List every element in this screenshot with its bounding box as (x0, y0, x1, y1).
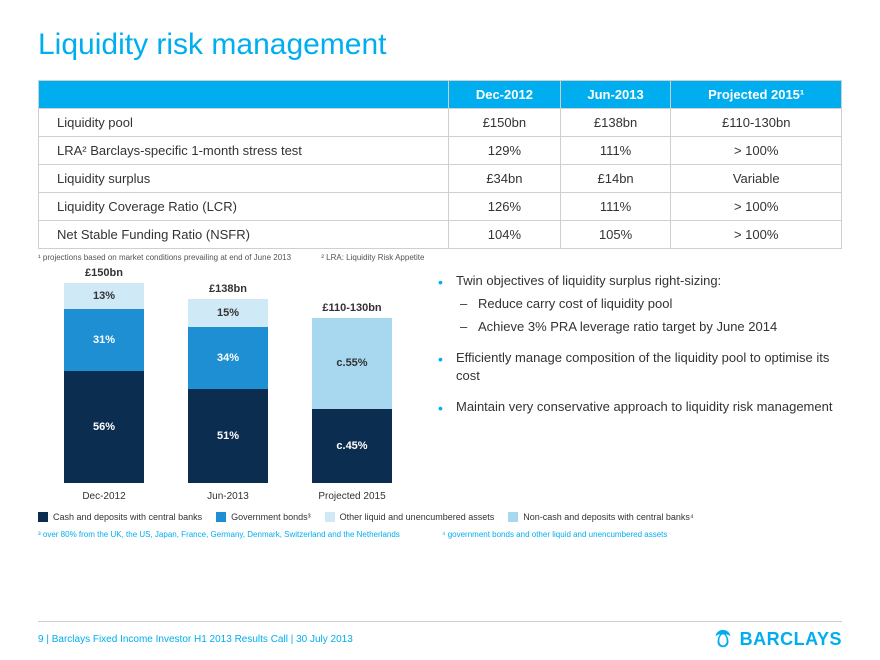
table-body: Liquidity pool£150bn£138bn£110-130bnLRA²… (39, 109, 842, 249)
table-cell: 104% (449, 221, 561, 249)
sub-bullets: Reduce carry cost of liquidity pool Achie… (456, 295, 842, 337)
footer-text-1: Barclays Fixed Income Investor H1 2013 R… (52, 634, 288, 645)
bar-segment: c.55% (312, 318, 392, 409)
bullet-list: Twin objectives of liquidity surplus rig… (436, 272, 842, 502)
table-cell: > 100% (671, 137, 842, 165)
table-cell: £34bn (449, 165, 561, 193)
bar: c.45%c.55% (312, 318, 392, 483)
bar-segment: 31% (64, 309, 144, 371)
bar-column: £110-130bn c.45%c.55% Projected 2015 (297, 302, 407, 502)
table-cell: £138bn (560, 109, 671, 137)
bullets-ul: Twin objectives of liquidity surplus rig… (436, 272, 842, 417)
slide-footer: 9 | Barclays Fixed Income Investor H1 20… (38, 621, 842, 650)
bullet-item: Efficiently manage composition of the li… (436, 349, 842, 387)
category-label: Projected 2015 (318, 491, 385, 502)
table-cell: Variable (671, 165, 842, 193)
brand-logo: BARCLAYS (712, 628, 842, 650)
col-1: Dec-2012 (449, 81, 561, 109)
chart-footnotes: ³ over 80% from the UK, the US, Japan, F… (38, 530, 842, 539)
legend-item: Non-cash and deposits with central banks… (508, 512, 693, 522)
col-2: Jun-2013 (560, 81, 671, 109)
table-header-row: Dec-2012 Jun-2013 Projected 2015¹ (39, 81, 842, 109)
table-row: Liquidity Coverage Ratio (LCR)126%111%> … (39, 193, 842, 221)
metrics-table: Dec-2012 Jun-2013 Projected 2015¹ Liquid… (38, 80, 842, 249)
bar: 56%31%13% (64, 283, 144, 483)
table-row: Liquidity pool£150bn£138bn£110-130bn (39, 109, 842, 137)
table-row: Liquidity surplus£34bn£14bnVariable (39, 165, 842, 193)
footer-text-2: 30 July 2013 (296, 634, 353, 645)
table-cell: Liquidity surplus (39, 165, 449, 193)
bar-segment: 15% (188, 299, 268, 327)
legend-label: Cash and deposits with central banks (53, 512, 202, 522)
chart-container: £150bn56%31%13%Dec-2012£138bn51%34%15%Ju… (38, 272, 418, 502)
table-cell: £14bn (560, 165, 671, 193)
category-label: Jun-2013 (207, 491, 249, 502)
sub-bullet-item: Reduce carry cost of liquidity pool (456, 295, 842, 314)
table-row: LRA² Barclays-specific 1-month stress te… (39, 137, 842, 165)
table-cell: Net Stable Funding Ratio (NSFR) (39, 221, 449, 249)
legend-item: Government bonds³ (216, 512, 311, 522)
footnote-3a: ³ over 80% from the UK, the US, Japan, F… (38, 530, 400, 539)
category-label: Dec-2012 (82, 491, 125, 502)
brand-text: BARCLAYS (740, 629, 842, 650)
bar-total-label: £150bn (85, 267, 123, 279)
footnote-2: ² LRA: Liquidity Risk Appetite (321, 253, 424, 262)
table-cell: > 100% (671, 193, 842, 221)
table-cell: Liquidity Coverage Ratio (LCR) (39, 193, 449, 221)
table-footnotes: ¹ projections based on market conditions… (38, 253, 842, 262)
page-title: Liquidity risk management (38, 28, 842, 62)
bar-total-label: £138bn (209, 283, 247, 295)
table-cell: 111% (560, 193, 671, 221)
bullet-text: Twin objectives of liquidity surplus rig… (456, 273, 721, 288)
col-3: Projected 2015¹ (671, 81, 842, 109)
chart-legend: Cash and deposits with central banks Gove… (38, 512, 838, 522)
bar: 51%34%15% (188, 299, 268, 483)
bar-segment: c.45% (312, 409, 392, 483)
legend-label: Government bonds³ (231, 512, 311, 522)
bar-segment: 51% (188, 389, 268, 483)
legend-swatch (508, 512, 518, 522)
legend-swatch (325, 512, 335, 522)
table-cell: 129% (449, 137, 561, 165)
mid-section: £150bn56%31%13%Dec-2012£138bn51%34%15%Ju… (38, 272, 842, 502)
bullet-item: Maintain very conservative approach to l… (436, 398, 842, 417)
slide: Liquidity risk management Dec-2012 Jun-2… (0, 0, 880, 660)
eagle-icon (712, 628, 734, 650)
table-cell: 105% (560, 221, 671, 249)
legend-label: Non-cash and deposits with central banks… (523, 512, 693, 522)
bar-segment: 34% (188, 327, 268, 390)
table-cell: LRA² Barclays-specific 1-month stress te… (39, 137, 449, 165)
table-cell: £110-130bn (671, 109, 842, 137)
sub-bullet-item: Achieve 3% PRA leverage ratio target by … (456, 318, 842, 337)
sep1: | (44, 634, 52, 645)
table-cell: 111% (560, 137, 671, 165)
bullet-text: Maintain very conservative approach to l… (456, 399, 832, 414)
bar-segment: 56% (64, 371, 144, 483)
legend-item: Other liquid and unencumbered assets (325, 512, 495, 522)
bar-column: £138bn 51%34%15% Jun-2013 (173, 283, 283, 502)
legend-item: Cash and deposits with central banks (38, 512, 202, 522)
table-cell: 126% (449, 193, 561, 221)
bar-segment: 13% (64, 283, 144, 309)
footnote-1: ¹ projections based on market conditions… (38, 253, 291, 262)
footnote-3b: ⁴ government bonds and other liquid and … (442, 530, 667, 539)
legend-label: Other liquid and unencumbered assets (340, 512, 495, 522)
bullet-text: Efficiently manage composition of the li… (456, 350, 829, 384)
sep2: | (288, 634, 296, 645)
table-row: Net Stable Funding Ratio (NSFR)104%105%>… (39, 221, 842, 249)
bullet-item: Twin objectives of liquidity surplus rig… (436, 272, 842, 337)
table-cell: Liquidity pool (39, 109, 449, 137)
footer-left: 9 | Barclays Fixed Income Investor H1 20… (38, 634, 353, 645)
table-cell: > 100% (671, 221, 842, 249)
legend-swatch (38, 512, 48, 522)
stacked-bar-chart: £150bn56%31%13%Dec-2012£138bn51%34%15%Ju… (38, 272, 418, 502)
legend-swatch (216, 512, 226, 522)
col-0 (39, 81, 449, 109)
bar-total-label: £110-130bn (322, 302, 381, 314)
table-cell: £150bn (449, 109, 561, 137)
bar-column: £150bn 56%31%13% Dec-2012 (49, 267, 159, 502)
